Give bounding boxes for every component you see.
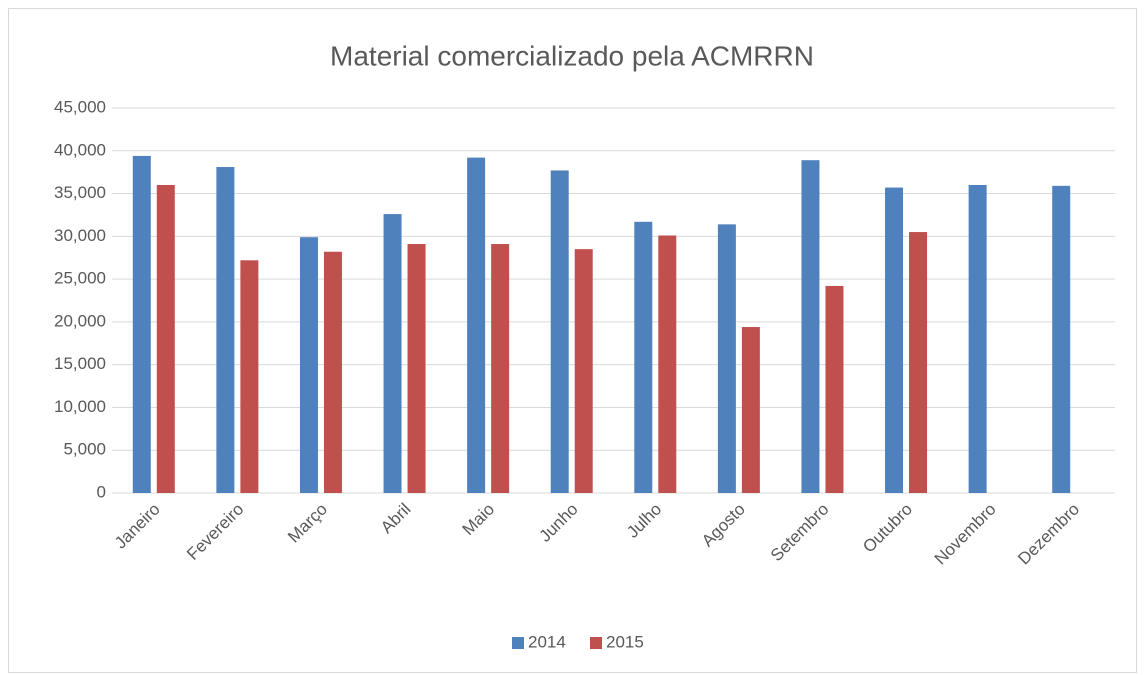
bar bbox=[574, 249, 593, 493]
bar bbox=[1052, 185, 1071, 493]
y-tick-label: 40,000 bbox=[54, 140, 106, 159]
legend-swatch bbox=[512, 637, 524, 649]
bar bbox=[407, 244, 426, 493]
bar bbox=[323, 251, 342, 493]
bar bbox=[717, 224, 736, 493]
chart-title: Material comercializado pela ACMRRN bbox=[330, 40, 814, 71]
y-tick-label: 10,000 bbox=[54, 397, 106, 416]
bar bbox=[909, 232, 928, 494]
bar bbox=[801, 160, 820, 493]
y-tick-label: 35,000 bbox=[54, 183, 106, 202]
chart-border bbox=[8, 8, 1137, 673]
bar bbox=[825, 285, 844, 493]
bar bbox=[132, 155, 151, 493]
y-tick-label: 15,000 bbox=[54, 354, 106, 373]
y-tick-label: 30,000 bbox=[54, 226, 106, 245]
bar bbox=[156, 185, 175, 493]
y-tick-label: 5,000 bbox=[63, 440, 106, 459]
bar bbox=[885, 187, 904, 494]
bar bbox=[240, 260, 259, 493]
legend-label: 2015 bbox=[606, 632, 644, 651]
y-tick-label: 20,000 bbox=[54, 311, 106, 330]
bar bbox=[968, 185, 987, 493]
bar bbox=[216, 167, 235, 494]
bar bbox=[634, 221, 653, 494]
bar bbox=[299, 237, 318, 493]
bar bbox=[658, 235, 677, 493]
bar bbox=[491, 244, 510, 493]
bar bbox=[741, 327, 760, 493]
bar bbox=[467, 157, 486, 493]
y-tick-label: 25,000 bbox=[54, 269, 106, 288]
y-tick-label: 0 bbox=[97, 482, 106, 501]
bar bbox=[383, 214, 402, 494]
legend-swatch bbox=[590, 637, 602, 649]
bar bbox=[550, 170, 569, 493]
legend-label: 2014 bbox=[528, 632, 566, 651]
y-tick-label: 45,000 bbox=[54, 97, 106, 116]
